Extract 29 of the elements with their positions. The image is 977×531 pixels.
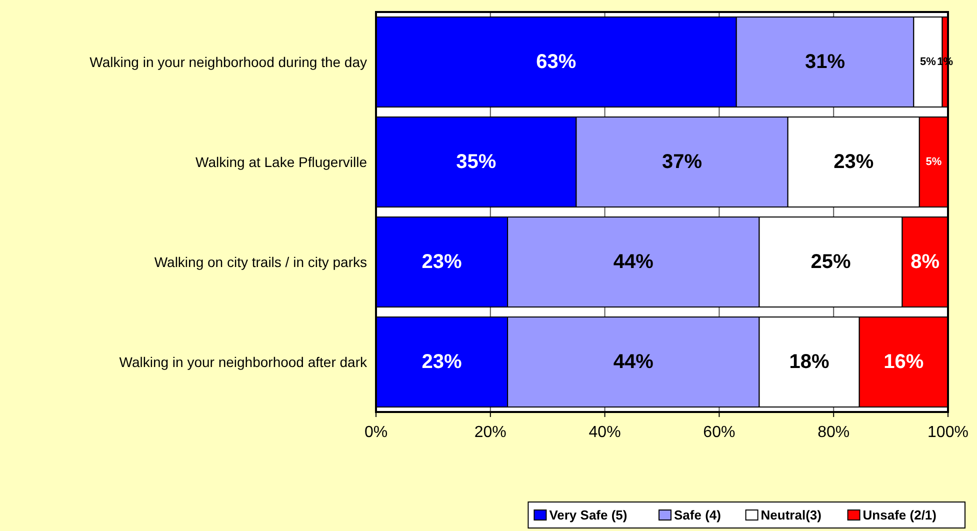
data-label: 44% [613,351,654,373]
legend-label: Very Safe (5) [549,508,628,522]
x-tick-label: 80% [818,424,850,441]
data-label: 31% [805,51,846,73]
y-tick-label: Walking in your neighborhood during the day [90,54,367,70]
data-label: 18% [789,351,830,373]
data-label: 44% [613,251,654,273]
x-tick-label: 100% [928,424,968,441]
legend-label: Neutral(3) [760,508,822,522]
data-label: 37% [662,151,702,173]
data-label: 5% [920,56,936,68]
x-tick-label: 60% [703,424,736,441]
data-label: 63% [536,51,576,73]
data-label: 23% [422,351,462,373]
data-label: 23% [834,151,874,173]
x-tick-label: 0% [364,424,388,441]
x-tick-label: 20% [474,424,506,441]
y-tick-label: Walking in your neighborhood after dark [119,354,368,370]
data-label: 5% [926,156,942,168]
y-tick-label: Walking at Lake Pflugerville [196,154,368,170]
data-label: 25% [810,251,851,273]
x-tick-label: 40% [588,424,621,441]
data-label: 23% [422,251,462,273]
data-label: 8% [910,251,940,273]
y-tick-label: Walking on city trails / in city parks [154,254,367,270]
legend-label: Safe (4) [674,508,721,522]
legend-label: Unsafe (2/1) [862,508,937,522]
data-label: 35% [456,151,496,173]
data-label: 16% [884,351,924,373]
